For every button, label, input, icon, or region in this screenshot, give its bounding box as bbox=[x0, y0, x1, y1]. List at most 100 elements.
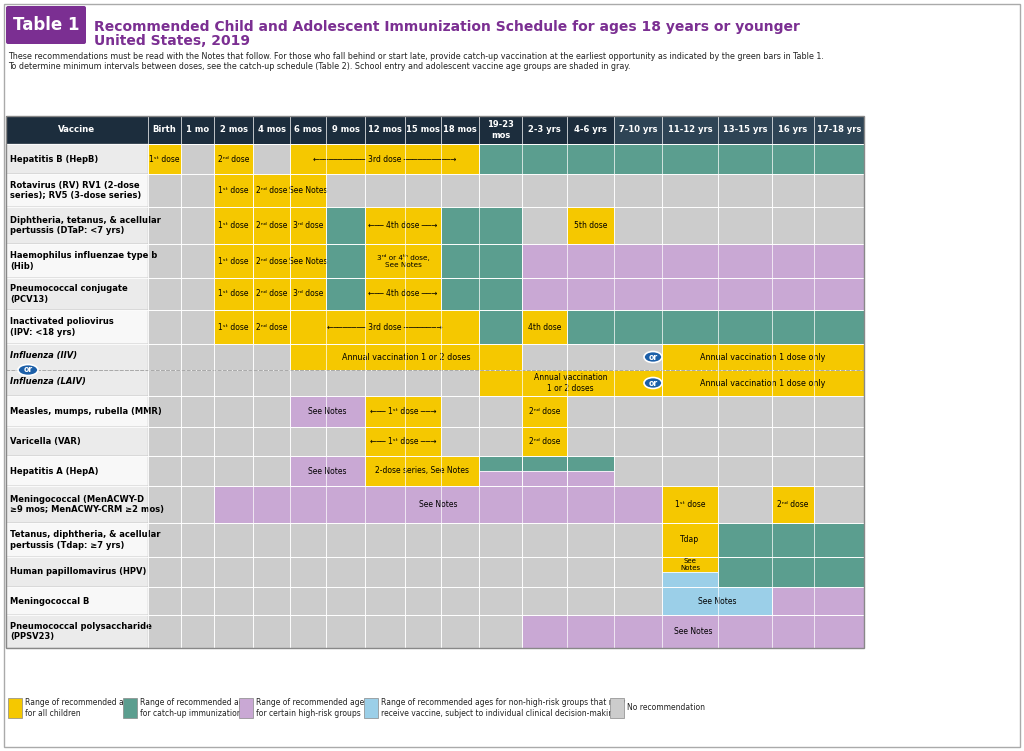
Bar bbox=[772, 557, 814, 587]
Bar bbox=[365, 557, 406, 587]
Bar bbox=[181, 344, 214, 396]
Text: Human papillomavirus (HPV): Human papillomavirus (HPV) bbox=[10, 568, 146, 577]
Text: Vaccine: Vaccine bbox=[58, 125, 95, 134]
Bar bbox=[253, 174, 290, 207]
Text: 2ⁿᵈ dose: 2ⁿᵈ dose bbox=[256, 186, 287, 195]
Text: 4 mos: 4 mos bbox=[257, 125, 286, 134]
Text: See Notes: See Notes bbox=[674, 627, 713, 636]
Bar bbox=[214, 144, 253, 174]
Bar bbox=[479, 456, 522, 486]
Text: 17-18 yrs: 17-18 yrs bbox=[817, 125, 861, 134]
Bar bbox=[253, 207, 290, 244]
Bar bbox=[6, 310, 148, 344]
Text: See Notes: See Notes bbox=[289, 257, 328, 266]
Text: 2ⁿᵈ dose: 2ⁿᵈ dose bbox=[256, 322, 287, 331]
Bar bbox=[181, 557, 214, 587]
Bar bbox=[8, 698, 22, 718]
Bar bbox=[181, 615, 214, 648]
Bar bbox=[814, 587, 864, 615]
Bar bbox=[614, 344, 662, 370]
Bar bbox=[406, 615, 441, 648]
Bar bbox=[718, 244, 772, 278]
Bar bbox=[326, 456, 365, 486]
Bar bbox=[214, 615, 253, 648]
Bar bbox=[772, 310, 814, 344]
Bar bbox=[148, 310, 181, 344]
Bar bbox=[406, 557, 441, 587]
Bar bbox=[479, 615, 522, 648]
Bar bbox=[662, 486, 718, 523]
Text: 1ˢᵗ dose: 1ˢᵗ dose bbox=[218, 257, 249, 266]
Text: 1ˢᵗ dose: 1ˢᵗ dose bbox=[150, 155, 180, 164]
Bar bbox=[662, 615, 718, 648]
Bar bbox=[6, 486, 148, 523]
Bar bbox=[614, 396, 662, 427]
Bar bbox=[814, 396, 864, 427]
Text: 2ⁿᵈ dose: 2ⁿᵈ dose bbox=[528, 407, 560, 416]
Bar bbox=[148, 557, 181, 587]
Bar bbox=[326, 244, 365, 278]
Bar bbox=[406, 396, 441, 427]
Bar bbox=[290, 396, 326, 427]
Bar bbox=[326, 587, 365, 615]
Bar bbox=[406, 486, 441, 523]
Text: Pneumococcal polysaccharide
(PPSV23): Pneumococcal polysaccharide (PPSV23) bbox=[10, 622, 152, 641]
Bar bbox=[239, 698, 253, 718]
Bar bbox=[522, 615, 567, 648]
Bar bbox=[253, 523, 290, 557]
Bar bbox=[772, 174, 814, 207]
Bar bbox=[253, 486, 290, 523]
Bar bbox=[522, 396, 567, 427]
Bar bbox=[290, 523, 326, 557]
Bar bbox=[522, 144, 567, 174]
Bar bbox=[214, 427, 253, 456]
Bar bbox=[290, 278, 326, 310]
Bar bbox=[214, 587, 253, 615]
Bar bbox=[253, 174, 290, 207]
Bar bbox=[610, 698, 625, 718]
Text: 6 mos: 6 mos bbox=[294, 125, 322, 134]
Bar bbox=[326, 486, 365, 523]
Bar bbox=[181, 174, 214, 207]
Text: Hepatitis A (HepA): Hepatitis A (HepA) bbox=[10, 466, 98, 475]
Bar bbox=[181, 144, 214, 174]
Bar bbox=[479, 310, 522, 344]
Bar bbox=[148, 144, 181, 174]
Bar bbox=[214, 207, 253, 244]
Bar bbox=[290, 244, 326, 278]
Bar bbox=[522, 427, 567, 456]
Text: No recommendation: No recommendation bbox=[628, 704, 706, 713]
Text: 5th dose: 5th dose bbox=[573, 221, 607, 230]
Bar bbox=[662, 523, 718, 557]
Bar bbox=[814, 207, 864, 244]
Text: 4th dose: 4th dose bbox=[527, 322, 561, 331]
Text: 1ˢᵗ dose: 1ˢᵗ dose bbox=[218, 221, 249, 230]
Bar bbox=[441, 456, 479, 486]
Text: 2ⁿᵈ dose: 2ⁿᵈ dose bbox=[777, 500, 809, 509]
Bar bbox=[772, 486, 814, 523]
Bar bbox=[365, 244, 406, 278]
Bar bbox=[441, 207, 479, 244]
Bar bbox=[814, 310, 864, 344]
Text: Annual vaccination 1 dose only: Annual vaccination 1 dose only bbox=[700, 379, 825, 388]
Bar bbox=[662, 587, 718, 615]
Text: 9 mos: 9 mos bbox=[332, 125, 359, 134]
Bar bbox=[522, 278, 864, 310]
Bar bbox=[772, 587, 864, 615]
Bar bbox=[662, 344, 718, 396]
Bar bbox=[479, 370, 522, 396]
Bar bbox=[6, 278, 864, 310]
Bar bbox=[253, 278, 290, 310]
Bar bbox=[326, 174, 365, 207]
Text: Influenza (LAIV): Influenza (LAIV) bbox=[10, 377, 86, 386]
Bar bbox=[814, 144, 864, 174]
Bar bbox=[290, 486, 326, 523]
Bar bbox=[6, 396, 148, 427]
Text: Range of recommended ages for non-high-risk groups that may
receive vaccine, sub: Range of recommended ages for non-high-r… bbox=[381, 698, 626, 718]
Bar bbox=[662, 572, 718, 587]
Text: Range of recommended ages
for catch-up immunization: Range of recommended ages for catch-up i… bbox=[140, 698, 253, 718]
Bar bbox=[479, 486, 522, 523]
Text: Measles, mumps, rubella (MMR): Measles, mumps, rubella (MMR) bbox=[10, 407, 162, 416]
Bar bbox=[253, 244, 290, 278]
Bar bbox=[181, 427, 214, 456]
